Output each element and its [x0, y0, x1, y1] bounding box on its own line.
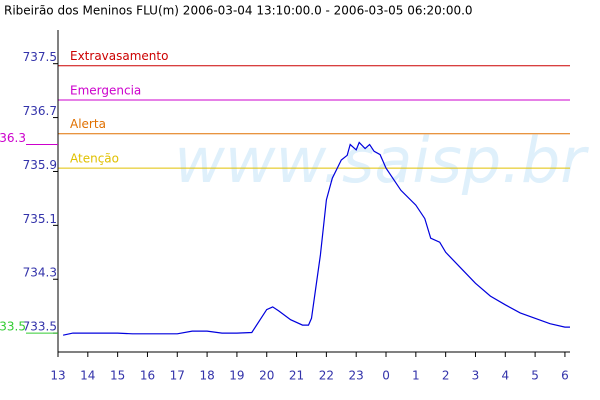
threshold-label: Alerta	[70, 117, 106, 131]
x-tick-label: 2	[442, 369, 450, 383]
x-tick-label: 14	[80, 369, 95, 383]
threshold-label: Extravasamento	[70, 49, 168, 63]
x-tick-label: 5	[531, 369, 539, 383]
x-tick-label: 17	[170, 369, 185, 383]
chart-title: Ribeirão dos Meninos FLU(m) 2006-03-04 1…	[4, 4, 473, 18]
x-tick-label: 13	[50, 369, 65, 383]
y-tick-label: 735.9	[23, 158, 57, 172]
x-tick-label: 20	[259, 369, 274, 383]
x-tick-label: 6	[561, 369, 569, 383]
watermark: www.saisp.br	[174, 124, 589, 197]
x-tick-label: 15	[110, 369, 125, 383]
x-tick-label: 19	[229, 369, 244, 383]
x-tick-label: 22	[319, 369, 334, 383]
x-tick-label: 21	[289, 369, 304, 383]
y-tick-label: 737.5	[23, 50, 57, 64]
annotation-label: 733.5	[0, 320, 26, 334]
x-tick-label: 3	[472, 369, 480, 383]
y-tick-label: 736.7	[23, 104, 57, 118]
y-tick-label: 735.1	[23, 212, 57, 226]
threshold-label: Emergencia	[70, 84, 141, 98]
x-tick-label: 23	[349, 369, 364, 383]
x-tick-label: 4	[501, 369, 509, 383]
y-tick-label: 733.5	[23, 320, 57, 334]
x-tick-label: 1	[412, 369, 420, 383]
y-tick-label: 734.3	[23, 266, 57, 280]
x-tick-label: 0	[382, 369, 390, 383]
annotation-label: 736.3	[0, 131, 26, 145]
data-line	[62, 141, 570, 336]
x-tick-label: 18	[199, 369, 214, 383]
threshold-label: Atenção	[70, 152, 119, 166]
x-tick-label: 16	[140, 369, 155, 383]
